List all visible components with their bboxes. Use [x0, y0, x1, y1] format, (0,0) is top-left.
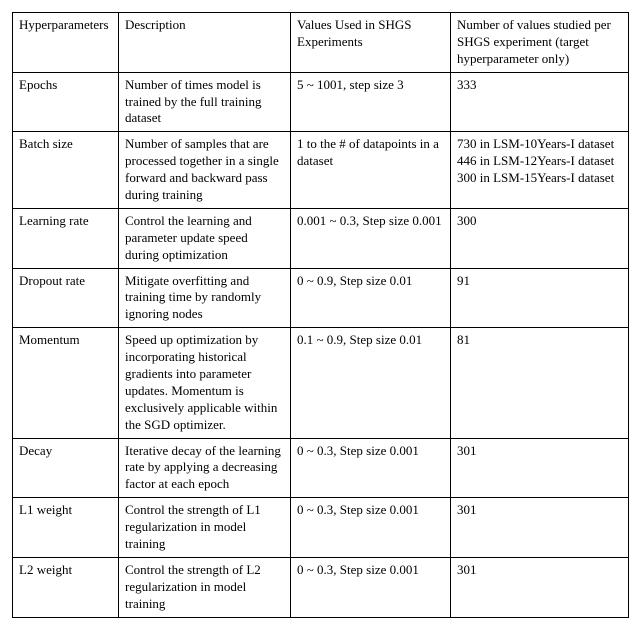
- table-row: L1 weight Control the strength of L1 reg…: [13, 498, 629, 558]
- num-line: 446 in LSM-12Years-I dataset: [457, 153, 622, 170]
- cell-desc: Control the strength of L1 regularizatio…: [119, 498, 291, 558]
- cell-values: 0.001 ~ 0.3, Step size 0.001: [291, 208, 451, 268]
- cell-name: L2 weight: [13, 557, 119, 617]
- cell-values: 0.1 ~ 0.9, Step size 0.01: [291, 328, 451, 438]
- num-line: 730 in LSM-10Years-I dataset: [457, 136, 622, 153]
- table-row: Decay Iterative decay of the learning ra…: [13, 438, 629, 498]
- table-row: Batch size Number of samples that are pr…: [13, 132, 629, 209]
- cell-desc: Number of samples that are processed tog…: [119, 132, 291, 209]
- col-header-hyperparameters: Hyperparameters: [13, 13, 119, 73]
- cell-num: 730 in LSM-10Years-I dataset 446 in LSM-…: [451, 132, 629, 209]
- cell-name: Batch size: [13, 132, 119, 209]
- table-row: Learning rate Control the learning and p…: [13, 208, 629, 268]
- cell-desc: Mitigate overfitting and training time b…: [119, 268, 291, 328]
- cell-desc: Iterative decay of the learning rate by …: [119, 438, 291, 498]
- cell-name: L1 weight: [13, 498, 119, 558]
- table-row: Dropout rate Mitigate overfitting and tr…: [13, 268, 629, 328]
- cell-num: 333: [451, 72, 629, 132]
- table-header-row: Hyperparameters Description Values Used …: [13, 13, 629, 73]
- cell-name: Learning rate: [13, 208, 119, 268]
- cell-name: Epochs: [13, 72, 119, 132]
- cell-num: 91: [451, 268, 629, 328]
- cell-values: 0 ~ 0.9, Step size 0.01: [291, 268, 451, 328]
- table-row: Momentum Speed up optimization by incorp…: [13, 328, 629, 438]
- cell-name: Decay: [13, 438, 119, 498]
- cell-num: 300: [451, 208, 629, 268]
- table-row: Epochs Number of times model is trained …: [13, 72, 629, 132]
- col-header-description: Description: [119, 13, 291, 73]
- cell-values: 1 to the # of datapoints in a dataset: [291, 132, 451, 209]
- cell-num: 301: [451, 438, 629, 498]
- cell-num: 81: [451, 328, 629, 438]
- cell-name: Dropout rate: [13, 268, 119, 328]
- cell-desc: Speed up optimization by incorporating h…: [119, 328, 291, 438]
- cell-num: 301: [451, 498, 629, 558]
- num-line: 300 in LSM-15Years-I dataset: [457, 170, 622, 187]
- col-header-values: Values Used in SHGS Experiments: [291, 13, 451, 73]
- cell-name: Momentum: [13, 328, 119, 438]
- cell-values: 5 ~ 1001, step size 3: [291, 72, 451, 132]
- cell-values: 0 ~ 0.3, Step size 0.001: [291, 557, 451, 617]
- hyperparameters-table: Hyperparameters Description Values Used …: [12, 12, 629, 618]
- table-row: L2 weight Control the strength of L2 reg…: [13, 557, 629, 617]
- cell-num: 301: [451, 557, 629, 617]
- cell-values: 0 ~ 0.3, Step size 0.001: [291, 498, 451, 558]
- cell-values: 0 ~ 0.3, Step size 0.001: [291, 438, 451, 498]
- cell-desc: Number of times model is trained by the …: [119, 72, 291, 132]
- col-header-num: Number of values studied per SHGS experi…: [451, 13, 629, 73]
- cell-desc: Control the learning and parameter updat…: [119, 208, 291, 268]
- cell-desc: Control the strength of L2 regularizatio…: [119, 557, 291, 617]
